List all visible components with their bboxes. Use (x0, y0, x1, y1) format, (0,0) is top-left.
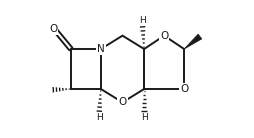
Polygon shape (183, 34, 201, 49)
Text: N: N (97, 44, 104, 54)
Text: O: O (118, 97, 126, 107)
Text: O: O (49, 24, 57, 34)
Text: H: H (140, 113, 147, 122)
Text: H: H (96, 113, 102, 122)
Text: O: O (160, 31, 168, 41)
Text: H: H (139, 16, 145, 25)
Text: O: O (179, 84, 187, 94)
